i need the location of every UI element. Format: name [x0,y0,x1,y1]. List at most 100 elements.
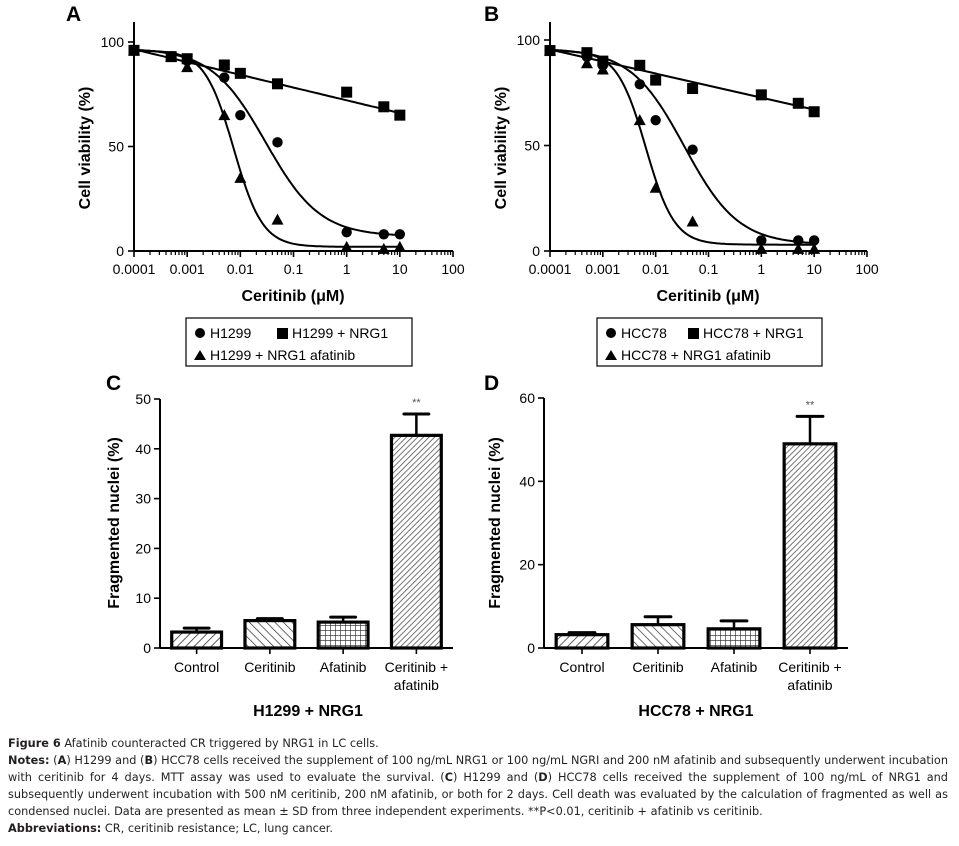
y-tick-label: 30 [135,491,151,507]
significance-marker: ** [412,397,421,409]
y-tick-label: 50 [135,391,151,407]
y-tick-label: 0 [116,243,124,259]
x-axis-title-b: Ceritinib (μM) [656,288,759,305]
fit-curve-circle [133,48,400,236]
notes-panel-ref: A [57,754,67,767]
x-tick-label: afatinib [394,677,439,693]
panel-c: C 0 10 20 30 40 50 Control Ceritinib Afatinib Cer… [106,372,453,720]
caption-title: Figure 6 Afatinib counteracted CR trigge… [8,735,948,752]
x-tick-label: Ceritinib [244,659,296,675]
y-tick-label: 0 [527,640,535,656]
legend-circle-marker-a [195,328,205,338]
y-tick-label: 0 [532,243,540,259]
figure-caption: Figure 6 Afatinib counteracted CR trigge… [8,735,948,837]
y-axis-title-a: Cell viability (%) [77,87,94,210]
data-point-circle [808,235,820,246]
x-tick-label: 10 [806,261,822,277]
x-tick-label: 1 [343,261,351,277]
legend-box-a [185,317,413,367]
y-tick-label: 50 [108,139,124,155]
data-point-square [650,74,662,86]
data-point-square [792,97,804,109]
x-tick-label: 0.1 [699,261,719,277]
dose-response-plot-a: 0.0001 0.001 0.01 0.1 1 10 100 0 50 100 [101,22,465,277]
data-point-square [394,109,406,121]
data-point-triangle [596,63,609,75]
data-point-triangle [165,50,178,62]
data-point-circle [378,229,390,240]
data-point-triangle [808,242,821,254]
data-point-triangle [580,57,593,69]
x-tick-label: Ceritinib [632,659,684,675]
bar [243,619,297,650]
notes-text-part: ) HCC78 cells received the supplement of… [8,754,949,784]
x-tick-label: 1 [757,261,765,277]
x-tick-label: Control [174,659,219,675]
bar [782,442,838,650]
data-point-triangle [234,171,247,183]
legend-label: H1299 + NRG1 afatinib [210,347,355,363]
data-point-triangle [377,242,390,254]
data-point-triangle [128,44,140,56]
fit-curve-square [133,48,401,115]
y-axis-title-b: Cell viability (%) [493,87,510,210]
significance-marker: ** [806,399,815,411]
legend-b: HCC78 HCC78 + NRG1 HCC78 + NRG1 afatinib [596,317,823,367]
caption-notes: Notes: (A ) H1299 and ( B) HCC78 cells rec… [8,752,948,820]
data-point-triangle [271,213,284,225]
legend-label: H1299 [210,325,251,341]
x-tick-label: Afatinib [711,659,758,675]
x-axis-title-d: HCC78 + NRG1 [638,703,753,720]
x-tick-label: 0.01 [642,261,669,277]
data-point-circle [394,229,406,240]
y-axis-title-c: Fragmented nuclei (%) [106,437,123,609]
data-point-square [378,101,390,113]
data-point-triangle [181,61,194,73]
x-tick-label: 10 [392,261,408,277]
legend-label: HCC78 [621,325,667,341]
panel-letter-d: D [484,372,499,395]
y-tick-label: 40 [135,441,151,457]
bar [389,433,443,650]
abbreviations-label: Abbreviations: [8,822,102,835]
legend-label: HCC78 + NRG1 afatinib [621,347,771,363]
data-point-triangle [340,240,353,252]
legend-circle-marker-b [606,328,616,338]
y-tick-label: 60 [519,390,535,406]
bar [316,620,370,650]
x-tick-label: Afatinib [320,659,367,675]
bar [554,633,610,650]
y-tick-label: 50 [524,138,540,154]
notes-panel-ref: B [144,754,154,767]
fit-curve-square [549,48,815,111]
data-point-triangle [393,240,406,252]
dose-response-plot-b: 0.0001 0.001 0.01 0.1 1 10 100 0 50 100 [517,22,879,277]
data-point-triangle [755,242,768,254]
caption-title-text: Afatinib counteracted CR triggered by NR… [64,737,379,750]
data-point-circle [235,109,246,121]
bar [170,630,224,650]
panel-d: D 0 20 40 60 Control Ceritinib Afatinib Ceritin… [484,372,848,720]
data-point-square [687,83,699,95]
notes-text-part: ( [53,754,58,767]
bar-plot-d: 0 20 40 60 Control Ceritinib Afatinib Ceritinib… [519,390,848,693]
legend-triangle-marker-b [605,350,617,360]
data-point-circle [341,226,352,238]
notes-label: Notes: [8,754,50,767]
data-point-square [181,53,193,65]
panel-b: B 0.0001 0.001 0.01 0.1 1 10 100 0 50 100 Ceritin… [484,3,879,367]
abbreviations-text: CR, ceritinib resistance; LC, lung cance… [104,822,333,835]
x-tick-label: Control [559,659,604,675]
notes-text-part: ) H1299 and ( [453,771,539,784]
notes-panel-ref: D [538,771,548,784]
panel-letter-c: C [106,372,121,395]
caption-abbreviations: Abbreviations: CR, ceritinib resistance;… [8,820,948,837]
y-tick-label: 100 [517,32,541,48]
x-tick-label: Ceritinib + [778,659,841,675]
x-tick-label: 0.001 [585,261,620,277]
bar [706,627,762,650]
y-tick-label: 20 [135,540,151,556]
x-axis-title-c: H1299 + NRG1 [253,703,363,720]
data-point-triangle [633,114,646,126]
